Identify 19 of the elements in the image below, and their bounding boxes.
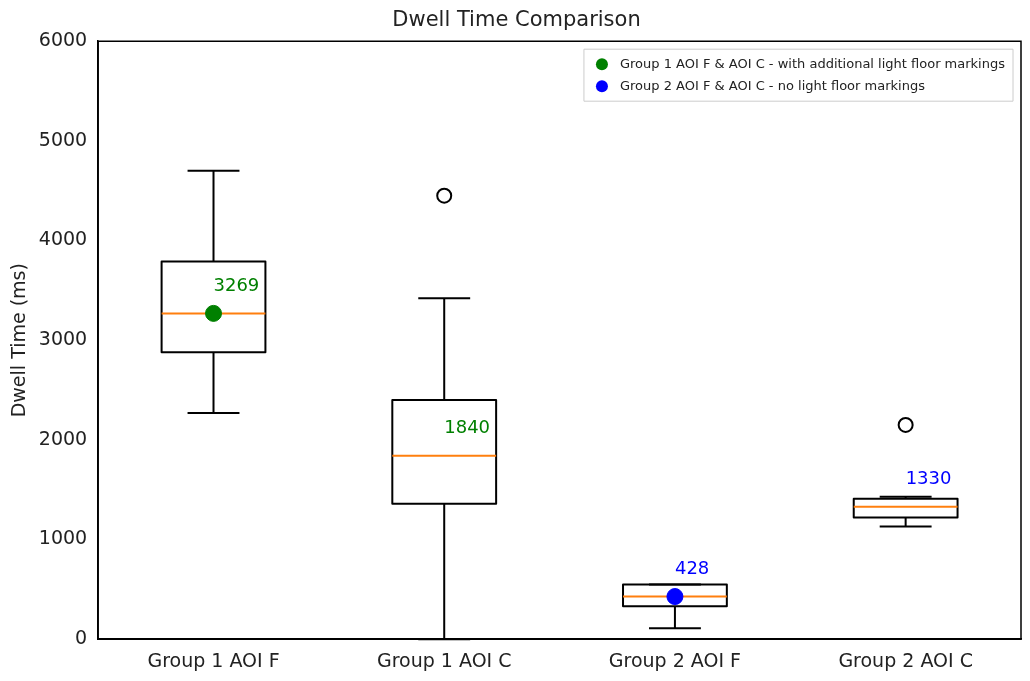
y-tick-label: 3000 xyxy=(38,327,88,350)
chart-title: Dwell Time Comparison xyxy=(392,7,641,32)
y-axis-title: Dwell Time (ms) xyxy=(7,263,30,418)
x-tick-label: Group 1 AOI C xyxy=(376,648,512,671)
y-tick-label: 5000 xyxy=(38,127,88,150)
x-tick-label: Group 1 AOI F xyxy=(147,648,280,671)
annotation: 1330 xyxy=(905,467,952,489)
y-tick-label: 6000 xyxy=(38,28,88,51)
y-tick-label: 1000 xyxy=(38,526,88,549)
y-tick-label: 4000 xyxy=(38,227,88,250)
annotation: 428 xyxy=(674,557,710,579)
x-tick-label: Group 2 AOI F xyxy=(608,648,742,671)
y-tick-label: 2000 xyxy=(38,426,88,449)
annotation: 3269 xyxy=(213,274,260,296)
y-tick-label: 0 xyxy=(75,626,88,649)
x-tick-label: Group 2 AOI C xyxy=(838,648,973,671)
annotation: 1840 xyxy=(444,416,491,438)
legend-label: Group 2 AOI F & AOI C - no light floor markings xyxy=(619,77,926,93)
legend-label: Group 1 AOI F & AOI C - with additional light floor markings xyxy=(619,55,1006,71)
